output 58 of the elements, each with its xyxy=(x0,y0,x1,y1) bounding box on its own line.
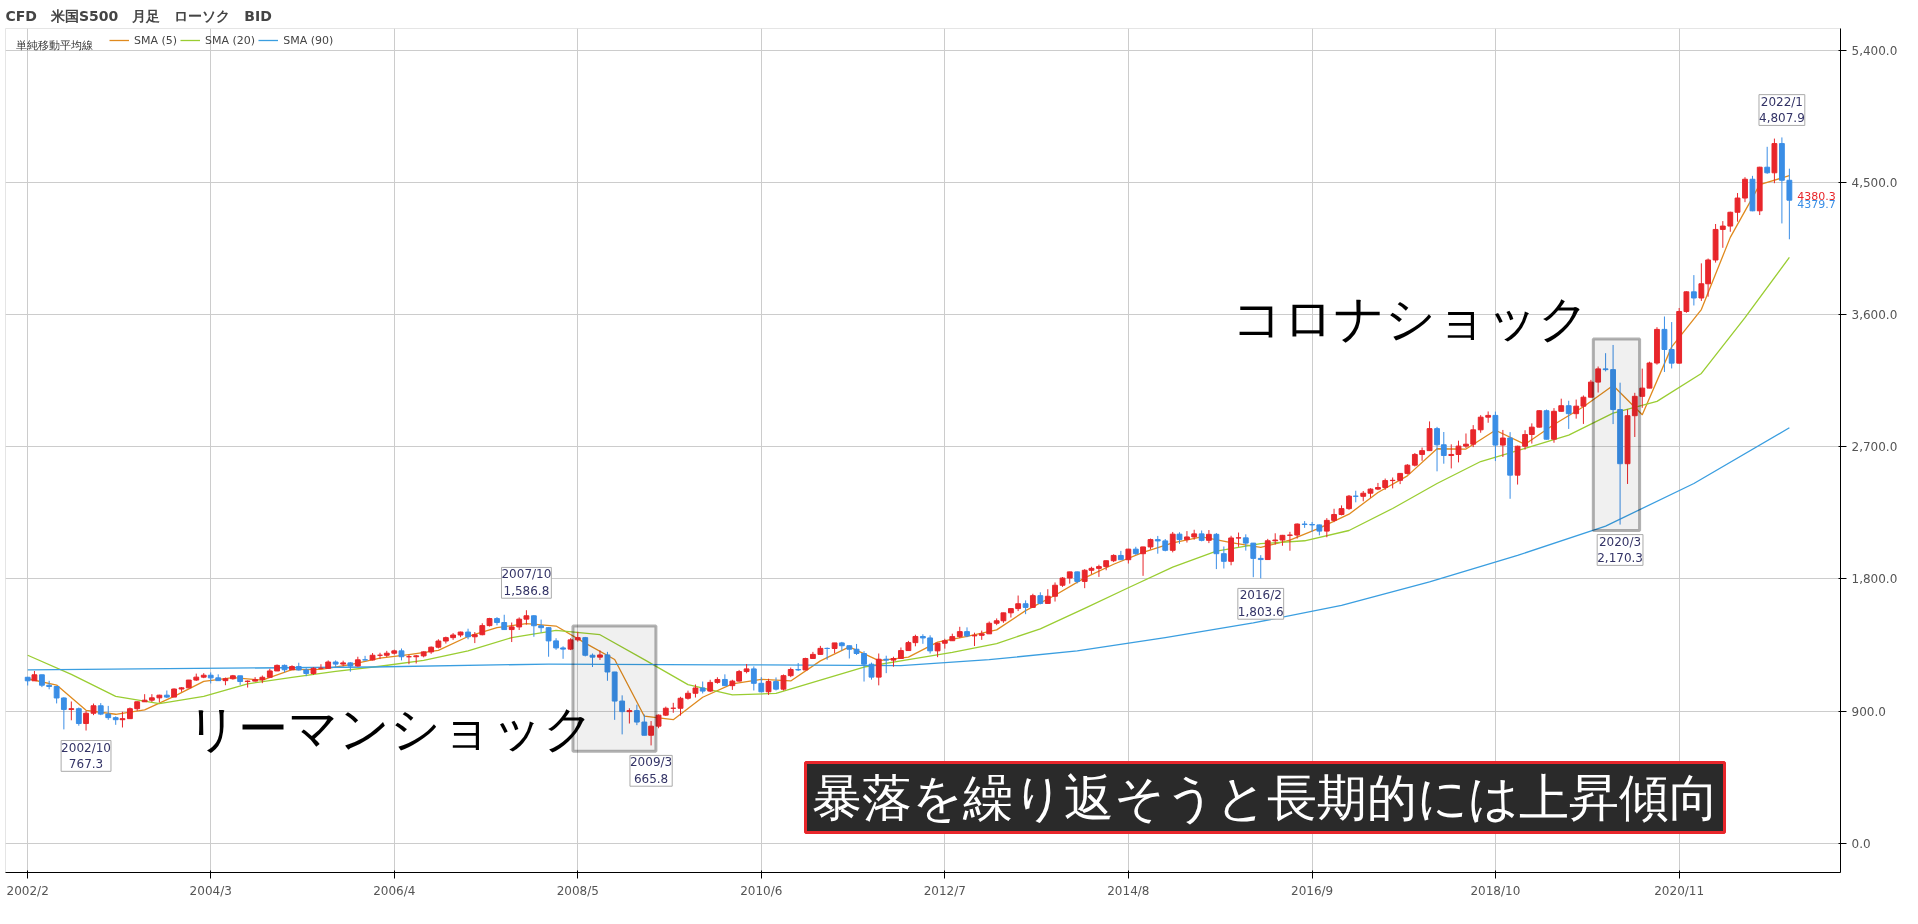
candlestick xyxy=(648,720,654,746)
annotation: 2020/3 2,170.3 xyxy=(1597,534,1643,566)
y-tick-label: 2,700.0 xyxy=(1851,440,1898,455)
candlestick xyxy=(1220,546,1227,570)
annotation: 2022/1 4,807.9 xyxy=(1759,94,1805,126)
chart-title: CFD 米国S500 月足 ローソク BID xyxy=(5,7,272,24)
annotation: 2009/3 665.8 xyxy=(629,755,673,787)
legend-label: SMA (5) xyxy=(134,33,178,47)
candlestick xyxy=(1169,531,1176,553)
candlestick xyxy=(1764,146,1771,175)
x-tick-label: 2012/7 xyxy=(923,883,966,898)
x-tick-label: 2004/3 xyxy=(189,883,232,898)
legend-title: 単純移動平均線 xyxy=(15,38,93,52)
candlestick xyxy=(619,694,626,735)
annotation: コロナショック xyxy=(1232,289,1589,348)
candlestick xyxy=(508,622,515,643)
candlestick xyxy=(1257,554,1264,579)
annotation: リーマンショック xyxy=(187,699,594,758)
candlestick xyxy=(83,710,89,732)
candlestick xyxy=(641,714,648,736)
candlestick xyxy=(1690,274,1697,306)
candlestick xyxy=(1565,400,1572,430)
y-tick-label: 900.0 xyxy=(1851,704,1886,719)
candlestick xyxy=(1250,542,1257,578)
candlestick xyxy=(1213,532,1220,570)
candlestick xyxy=(597,649,603,661)
y-tick-label: 5,400.0 xyxy=(1851,44,1898,59)
legend-label: SMA (90) xyxy=(283,33,334,47)
line-series xyxy=(27,256,1791,705)
candlestick xyxy=(1205,529,1212,544)
x-tick-label: 2006/4 xyxy=(373,883,416,898)
candlestick xyxy=(824,646,831,661)
line-series xyxy=(27,427,1791,671)
candlestick xyxy=(1573,399,1580,420)
candlestick xyxy=(68,701,75,721)
candlestick xyxy=(1499,429,1506,458)
x-tick-label: 2010/6 xyxy=(740,883,783,898)
x-tick-label: 2008/5 xyxy=(556,883,599,898)
candlestick xyxy=(362,655,368,661)
y-tick-label: 4,500.0 xyxy=(1851,176,1898,191)
candlestick xyxy=(1228,535,1234,566)
annotation: 2002/10 767.3 xyxy=(61,740,111,772)
candlestick xyxy=(626,707,633,725)
x-tick-label: 2016/9 xyxy=(1291,883,1334,898)
annotation: 2016/2 1,803.6 xyxy=(1237,588,1284,620)
candlestick xyxy=(875,653,882,686)
x-tick-label: 2014/8 xyxy=(1107,883,1150,898)
x-tick-label: 2002/2 xyxy=(6,883,49,898)
candlestick xyxy=(1580,394,1587,425)
y-tick-label: 0.0 xyxy=(1851,836,1871,851)
legend-label: SMA (20) xyxy=(205,33,256,47)
annotation: 2007/10 1,586.8 xyxy=(501,567,552,599)
candlestick xyxy=(633,704,640,726)
y-tick-label: 1,800.0 xyxy=(1851,572,1898,587)
y-tick-label: 3,600.0 xyxy=(1851,308,1898,323)
x-tick-label: 2018/10 xyxy=(1470,883,1521,898)
annotation: 暴落を繰り返そうと長期的には上昇傾向 xyxy=(811,768,1719,827)
x-tick-label: 2020/11 xyxy=(1654,883,1705,898)
